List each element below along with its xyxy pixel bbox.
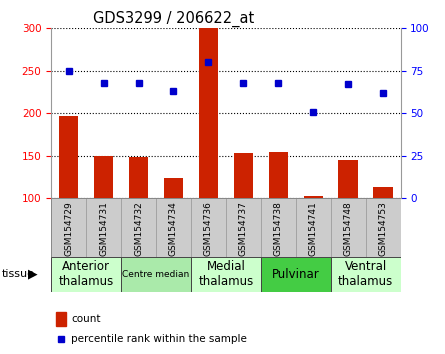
Bar (339, 160, 358, 198)
Bar (191, 257, 261, 292)
Bar (191, 198, 226, 257)
Text: GSM154734: GSM154734 (169, 201, 178, 256)
Bar (261, 198, 295, 257)
Text: GSM154731: GSM154731 (99, 201, 108, 256)
Bar (86, 198, 121, 257)
Text: ▶: ▶ (28, 268, 37, 281)
Text: Centre median: Centre median (122, 270, 190, 279)
Bar (269, 152, 288, 198)
Text: Pulvinar: Pulvinar (272, 268, 320, 281)
Text: GSM154738: GSM154738 (274, 201, 283, 256)
Bar (121, 257, 191, 292)
Text: tissue: tissue (2, 269, 35, 279)
Bar (331, 257, 400, 292)
Bar (331, 198, 366, 257)
Text: GSM154736: GSM154736 (204, 201, 213, 256)
Bar (156, 198, 191, 257)
Text: count: count (72, 314, 101, 324)
Bar (234, 153, 253, 198)
Bar (129, 156, 148, 198)
Bar (199, 28, 218, 198)
Text: Medial
thalamus: Medial thalamus (198, 260, 254, 289)
Text: GSM154737: GSM154737 (239, 201, 248, 256)
Bar (57, 312, 66, 326)
Text: GSM154732: GSM154732 (134, 201, 143, 256)
Text: GSM154741: GSM154741 (309, 201, 318, 256)
Bar (366, 198, 400, 257)
Bar (94, 156, 113, 198)
Text: GSM154753: GSM154753 (379, 201, 388, 256)
Text: GDS3299 / 206622_at: GDS3299 / 206622_at (93, 11, 255, 27)
Bar (121, 198, 156, 257)
Bar (59, 116, 78, 198)
Text: Anterior
thalamus: Anterior thalamus (58, 260, 114, 289)
Bar (303, 196, 323, 198)
Text: GSM154729: GSM154729 (64, 201, 73, 256)
Bar (51, 257, 121, 292)
Bar (373, 187, 392, 198)
Text: GSM154748: GSM154748 (344, 201, 352, 256)
Bar (261, 257, 331, 292)
Bar (51, 198, 86, 257)
Bar (295, 198, 331, 257)
Text: Ventral
thalamus: Ventral thalamus (338, 260, 393, 289)
Bar (226, 198, 261, 257)
Text: percentile rank within the sample: percentile rank within the sample (72, 335, 247, 344)
Bar (164, 178, 183, 198)
